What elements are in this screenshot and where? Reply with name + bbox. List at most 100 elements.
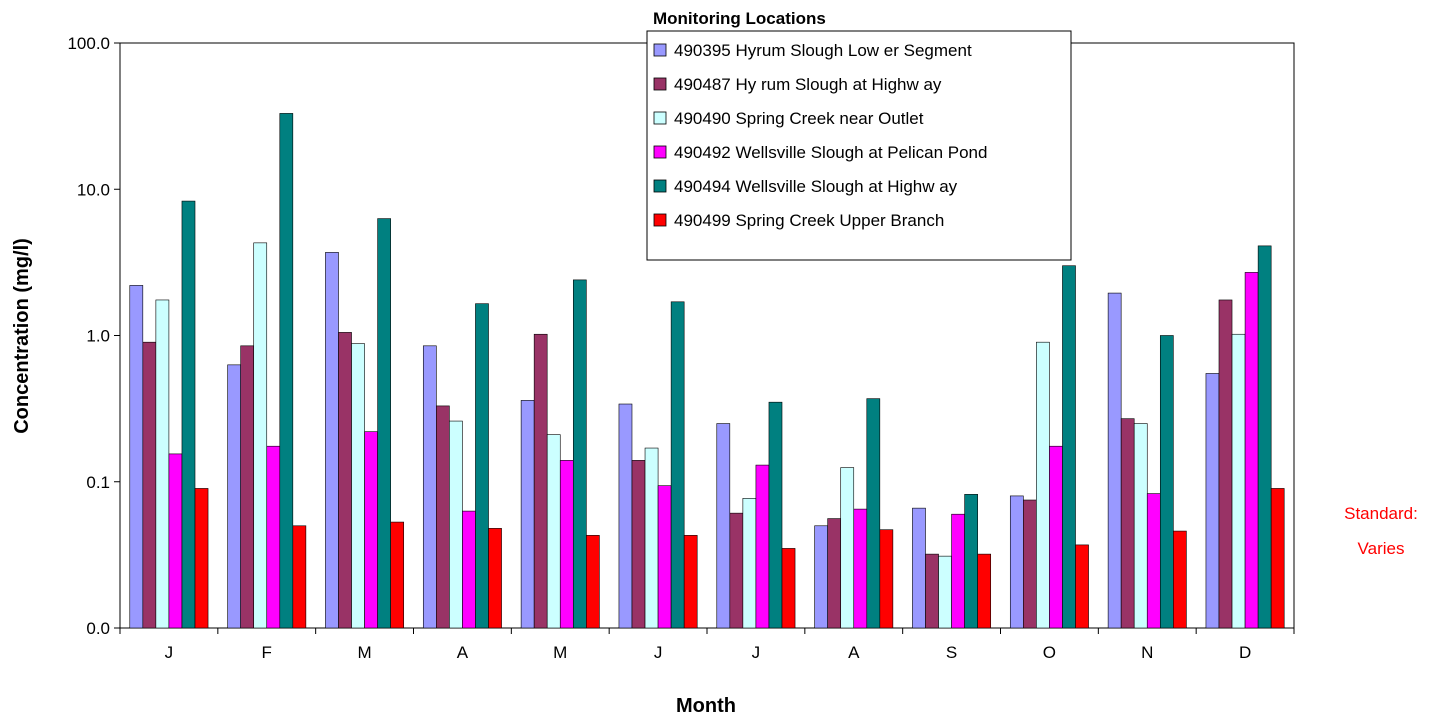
bar	[253, 242, 268, 629]
legend-box	[646, 30, 1072, 261]
x-tick-label: N	[1141, 643, 1153, 662]
bar	[1244, 272, 1259, 629]
bar	[1075, 544, 1089, 629]
legend-label: 490492 Wellsville Slough at Pelican Pond	[674, 143, 987, 162]
bar	[951, 513, 965, 629]
bar	[266, 445, 281, 629]
bar	[912, 507, 926, 629]
bar	[364, 431, 378, 629]
bar	[194, 488, 209, 629]
standard-annotation-line1: Standard:	[1344, 504, 1418, 523]
legend-label: 490499 Spring Creek Upper Branch	[674, 211, 944, 230]
bar	[755, 464, 770, 629]
bar	[488, 528, 502, 629]
x-tick-label: F	[262, 643, 272, 662]
bar	[618, 403, 633, 629]
legend-swatch	[653, 145, 667, 159]
x-tick-label: O	[1043, 643, 1056, 662]
y-axis-title: Concentration (mg/l)	[11, 238, 33, 434]
bar	[840, 467, 855, 629]
bar	[227, 364, 241, 629]
bar	[325, 252, 339, 629]
bar	[475, 303, 489, 629]
bar	[670, 301, 685, 629]
bar	[1023, 499, 1037, 629]
bar	[1146, 493, 1161, 629]
x-tick-label: A	[848, 643, 860, 662]
bar	[1009, 495, 1024, 629]
bar	[781, 548, 796, 629]
bar	[462, 510, 476, 629]
bar	[1270, 488, 1285, 629]
bar	[559, 460, 574, 629]
legend-swatch	[653, 77, 667, 91]
bar	[533, 333, 548, 629]
bar	[1231, 333, 1246, 629]
bar	[964, 494, 978, 629]
bar	[1062, 265, 1076, 629]
x-axis-title: Month	[676, 695, 736, 717]
bar	[142, 341, 157, 629]
bar	[422, 345, 437, 629]
bar	[1205, 373, 1220, 629]
bars-group	[129, 113, 1285, 629]
legend-label: 490490 Spring Creek near Outlet	[674, 109, 924, 128]
bar	[292, 525, 307, 629]
bar	[168, 453, 183, 629]
bar	[1036, 341, 1050, 629]
x-tick-label: M	[357, 643, 371, 662]
bar	[546, 434, 561, 629]
bar	[1049, 445, 1063, 629]
bar	[1159, 335, 1174, 629]
standard-annotation-line2: Varies	[1358, 539, 1405, 558]
bar	[1218, 299, 1233, 629]
bar	[977, 553, 992, 629]
bar	[1257, 245, 1272, 629]
y-tick-label: 0.1	[86, 473, 110, 492]
bar	[879, 529, 894, 629]
bar	[716, 423, 731, 629]
legend-title: Monitoring Locations	[653, 9, 826, 28]
bar	[377, 218, 391, 629]
bar	[1107, 292, 1122, 629]
y-tick-label: 10.0	[77, 180, 110, 199]
y-tick-label: 100.0	[67, 34, 110, 53]
x-tick-label: J	[165, 643, 174, 662]
bar	[1173, 530, 1187, 629]
bar	[768, 401, 783, 629]
bar	[853, 508, 868, 629]
bar	[155, 299, 170, 629]
x-tick-label: S	[946, 643, 957, 662]
x-tick-label: D	[1239, 643, 1251, 662]
legend: Monitoring Locations 490395 Hyrum Slough…	[646, 9, 1072, 261]
y-tick-label: 0.0	[86, 619, 110, 638]
y-axis-ticks: 0.0 0.1 1.0 10.0 100.0	[67, 34, 120, 638]
bar	[644, 447, 659, 629]
bar	[742, 498, 757, 629]
legend-swatch	[653, 213, 667, 227]
bar	[925, 553, 939, 629]
bar	[129, 285, 144, 629]
bar	[1120, 418, 1135, 629]
legend-swatch	[653, 179, 667, 193]
bar	[866, 398, 881, 629]
x-tick-label: J	[654, 643, 663, 662]
legend-swatch	[653, 111, 667, 125]
bar	[181, 200, 196, 629]
legend-label: 490494 Wellsville Slough at Highw ay	[674, 177, 958, 196]
bar	[351, 343, 365, 629]
bar	[520, 400, 535, 629]
legend-label: 490395 Hyrum Slough Low er Segment	[674, 41, 972, 60]
y-tick-label: 1.0	[86, 327, 110, 346]
bar	[938, 555, 952, 629]
legend-items: 490395 Hyrum Slough Low er Segment 490487…	[653, 41, 987, 230]
bar	[436, 405, 450, 629]
bar	[657, 485, 672, 629]
x-tick-label: M	[553, 643, 567, 662]
bar	[1133, 423, 1148, 629]
legend-swatch	[653, 43, 667, 57]
x-tick-label: A	[457, 643, 469, 662]
bar	[240, 345, 255, 629]
